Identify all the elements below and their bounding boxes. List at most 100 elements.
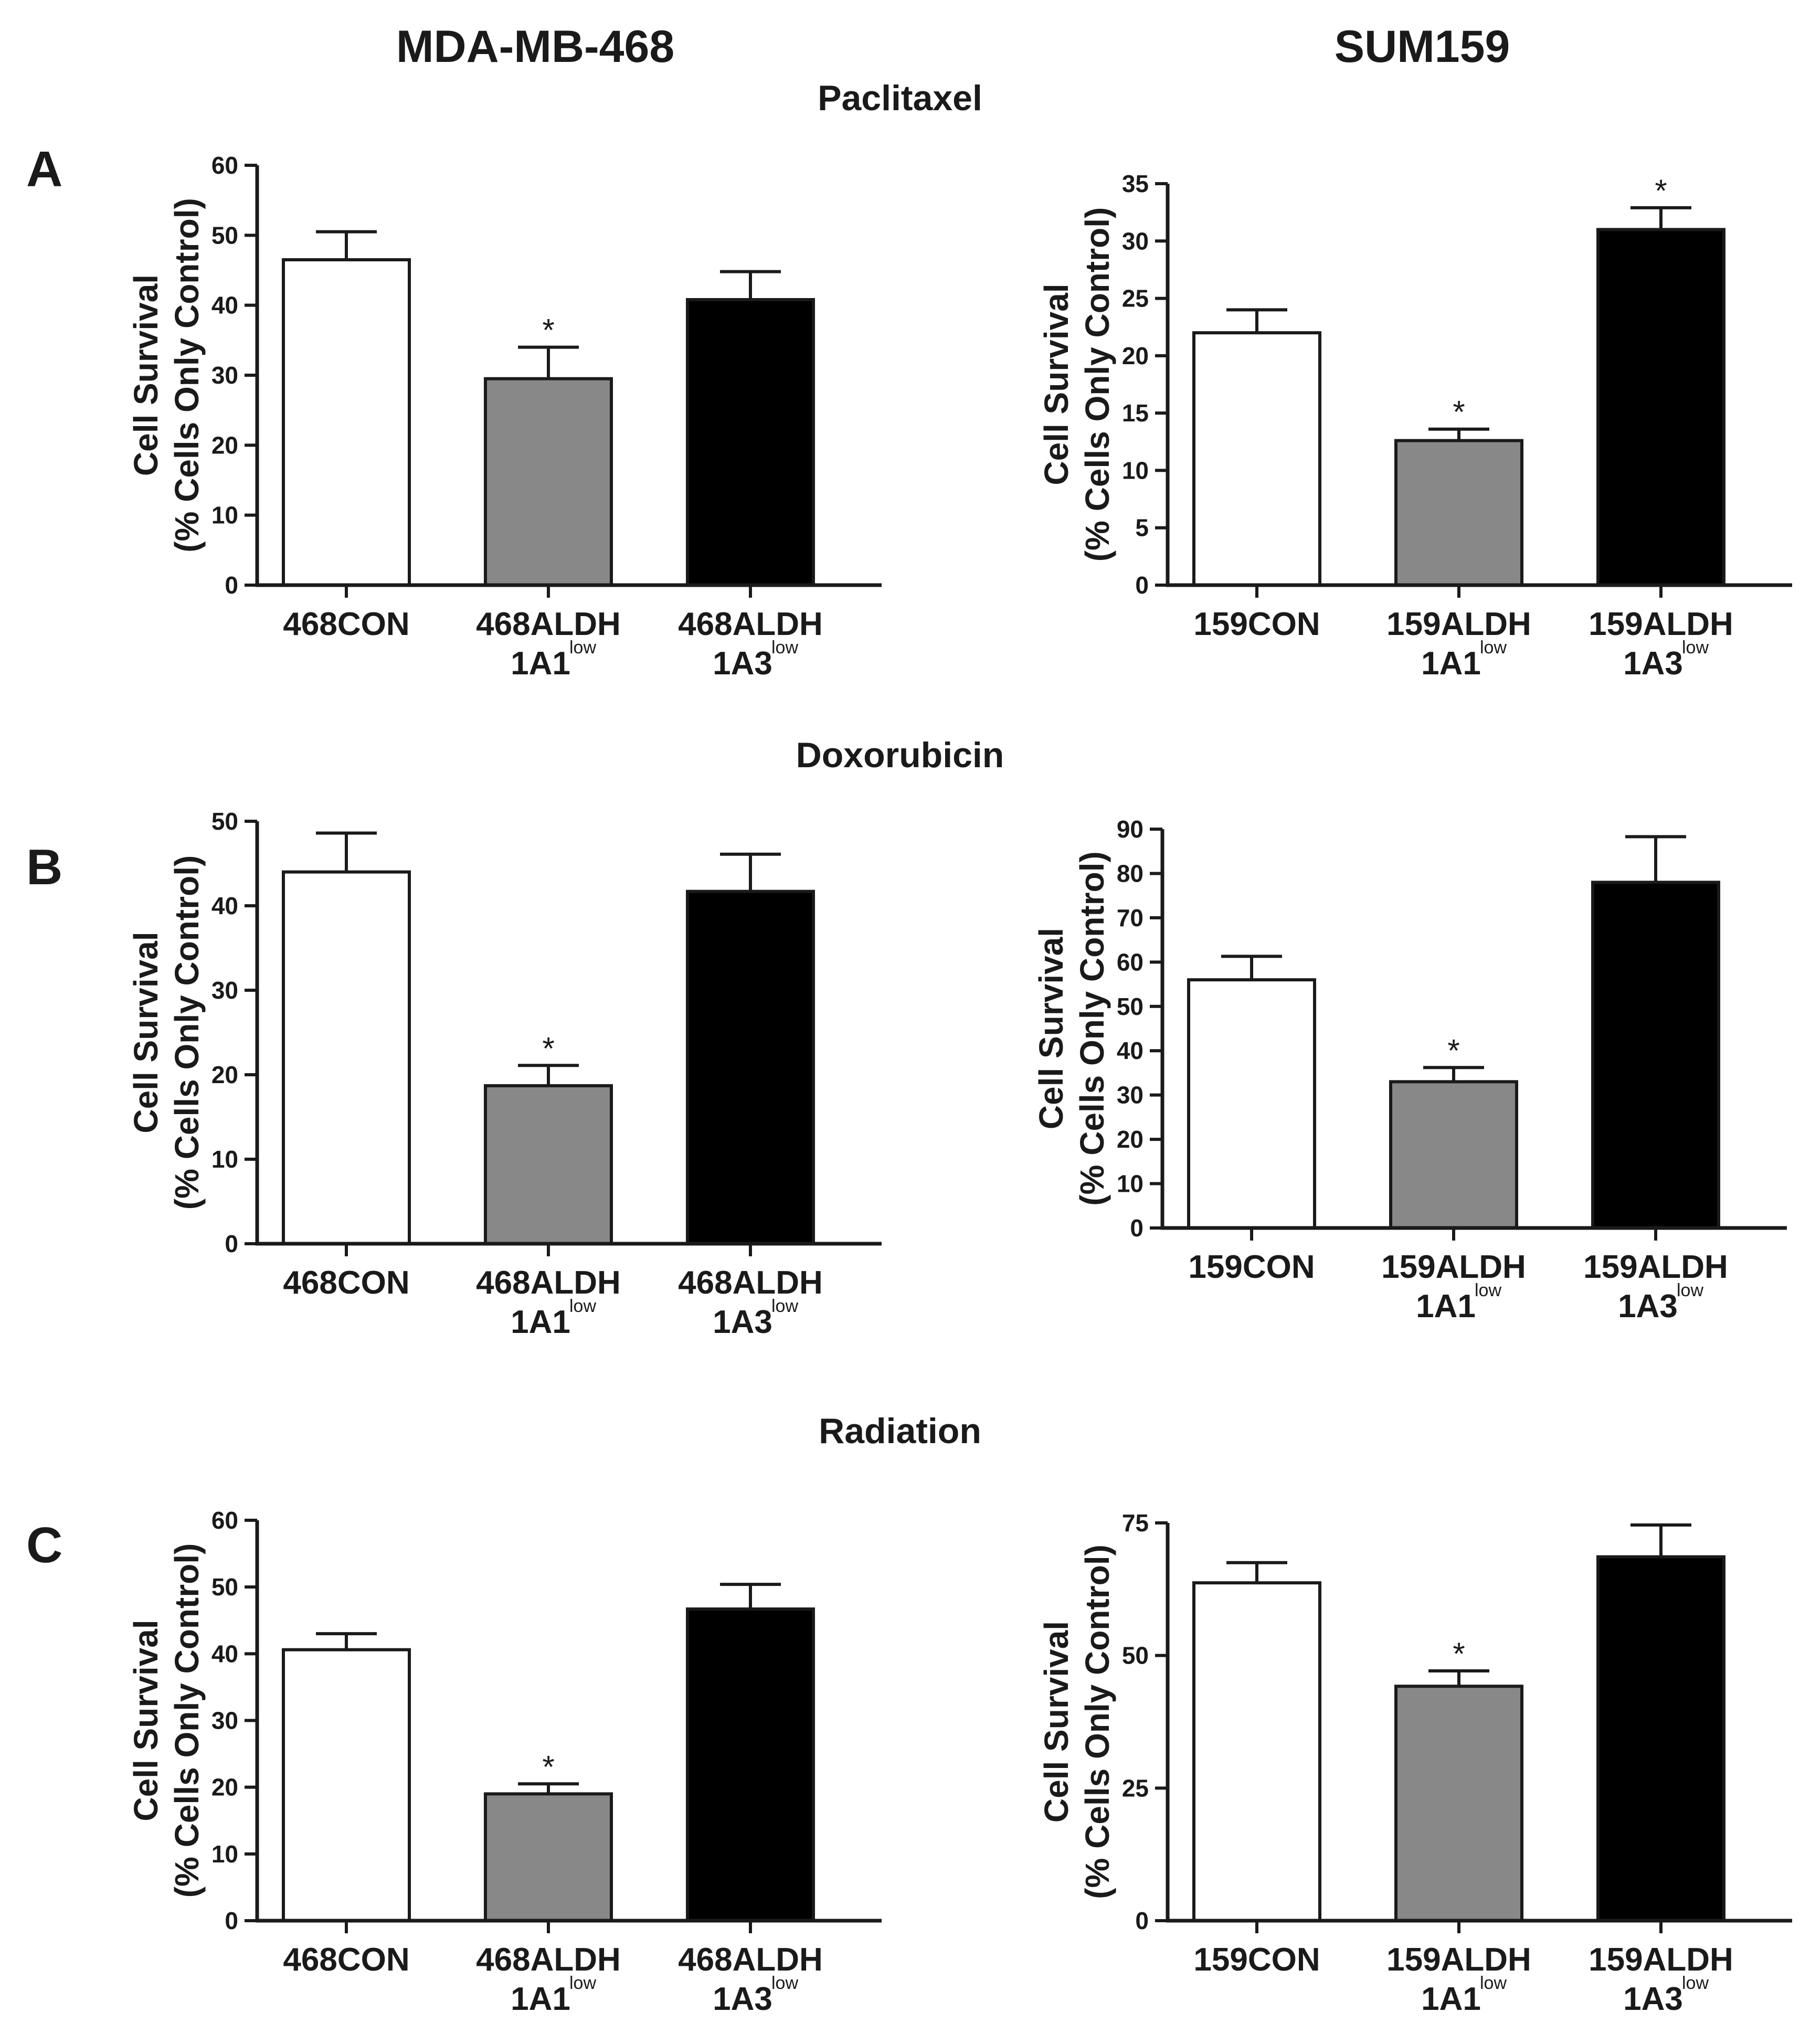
- x-tick-superscript: low: [569, 1973, 596, 1993]
- y-axis-label-line: (% Cells Only Control): [168, 1543, 206, 1898]
- bar: [1596, 1555, 1725, 1922]
- x-tick-superscript: low: [1475, 1280, 1501, 1300]
- x-tick-superscript: low: [771, 1973, 798, 1993]
- x-tick-label: 159CON: [1188, 1249, 1315, 1285]
- y-tick-label: 10: [211, 1840, 238, 1868]
- significance-marker: *: [542, 313, 554, 348]
- x-tick-label: 159ALDH: [1381, 1249, 1526, 1285]
- bar: [1192, 331, 1321, 587]
- y-tick-label: 60: [211, 152, 238, 179]
- x-tick-sublabel: 1A1: [1416, 1288, 1476, 1325]
- bar: [484, 377, 613, 587]
- y-axis-label-line: Cell Survival: [1037, 283, 1075, 485]
- y-tick-label: 20: [1117, 1126, 1143, 1153]
- panel-letter-c: C: [26, 1517, 63, 1573]
- x-tick-superscript: low: [1480, 638, 1507, 658]
- x-tick-label: 468CON: [283, 1942, 409, 1978]
- x-tick-label: 468ALDH: [678, 1265, 823, 1301]
- significance-marker: *: [1447, 1033, 1459, 1068]
- x-tick-label: 468CON: [283, 606, 409, 642]
- x-tick-label: 468ALDH: [678, 606, 823, 642]
- x-tick-label: 159ALDH: [1583, 1249, 1728, 1285]
- y-tick-label: 40: [1117, 1037, 1143, 1064]
- y-tick-label: 10: [1122, 457, 1149, 484]
- y-tick-label: 0: [225, 1230, 238, 1257]
- bar: [282, 1648, 411, 1923]
- y-axis-label-line: (% Cells Only Control): [1078, 207, 1116, 562]
- bar: [686, 889, 815, 1245]
- bar: [1591, 881, 1720, 1230]
- significance-marker: *: [1453, 395, 1465, 430]
- bar: [484, 1792, 613, 1922]
- x-tick-sublabel: 1A3: [713, 645, 772, 682]
- row-title-paclitaxel: Paclitaxel: [818, 78, 982, 118]
- y-tick-label: 10: [1117, 1170, 1143, 1198]
- y-tick-label: 0: [1130, 1214, 1143, 1242]
- y-tick-label: 5: [1135, 514, 1149, 542]
- bar: [1394, 439, 1523, 587]
- significance-marker: *: [542, 1031, 554, 1066]
- y-tick-label: 60: [211, 1507, 238, 1534]
- x-tick-label: 159ALDH: [1386, 606, 1531, 642]
- y-tick-label: 30: [1117, 1082, 1143, 1109]
- y-tick-label: 30: [211, 977, 238, 1004]
- y-tick-label: 75: [1122, 1509, 1149, 1537]
- y-axis-label: Cell Survival(% Cells Only Control): [1032, 851, 1111, 1206]
- x-tick-label: 468CON: [283, 1265, 409, 1301]
- y-tick-label: 20: [211, 1061, 238, 1088]
- y-axis-label: Cell Survival(% Cells Only Control): [127, 1543, 206, 1898]
- y-tick-label: 50: [1122, 1642, 1149, 1669]
- y-axis-label: Cell Survival(% Cells Only Control): [127, 198, 206, 553]
- y-axis-label-line: (% Cells Only Control): [1073, 851, 1111, 1206]
- y-tick-label: 10: [211, 502, 238, 529]
- y-tick-label: 40: [211, 1640, 238, 1667]
- x-tick-superscript: low: [569, 1296, 596, 1316]
- y-axis-label-line: Cell Survival: [127, 1619, 165, 1821]
- y-tick-label: 30: [211, 362, 238, 389]
- y-tick-label: 50: [211, 1573, 238, 1601]
- panel-letter-a: A: [26, 141, 63, 197]
- x-tick-label: 159CON: [1193, 1942, 1320, 1978]
- x-tick-superscript: low: [1682, 1973, 1709, 1993]
- x-tick-sublabel: 1A1: [1421, 645, 1481, 682]
- bar: [686, 1607, 815, 1922]
- y-axis-label: Cell Survival(% Cells Only Control): [1037, 1544, 1116, 1899]
- y-tick-label: 20: [211, 1774, 238, 1801]
- y-tick-label: 25: [1122, 1774, 1149, 1802]
- x-tick-label: 468ALDH: [476, 1265, 621, 1301]
- x-tick-sublabel: 1A3: [713, 1981, 772, 2017]
- y-tick-label: 0: [1135, 1907, 1149, 1934]
- y-tick-label: 60: [1117, 948, 1143, 976]
- bar: [1389, 1080, 1518, 1230]
- bar: [1187, 978, 1316, 1230]
- y-tick-label: 10: [211, 1146, 238, 1173]
- x-tick-label: 159ALDH: [1589, 606, 1733, 642]
- bar: [484, 1084, 613, 1245]
- bar: [282, 870, 411, 1245]
- y-axis-label-line: (% Cells Only Control): [168, 855, 206, 1210]
- y-tick-label: 50: [1117, 993, 1143, 1020]
- x-tick-superscript: low: [771, 1296, 798, 1316]
- y-tick-label: 0: [225, 571, 238, 599]
- significance-marker: *: [542, 1749, 554, 1784]
- y-axis-label: Cell Survival(% Cells Only Control): [127, 855, 206, 1210]
- x-tick-sublabel: 1A1: [511, 645, 570, 682]
- y-tick-label: 15: [1122, 399, 1149, 427]
- x-tick-superscript: low: [771, 638, 798, 658]
- bar: [282, 258, 411, 587]
- significance-marker: *: [1453, 1636, 1465, 1671]
- y-tick-label: 50: [211, 808, 238, 835]
- y-tick-label: 90: [1117, 816, 1143, 843]
- y-tick-label: 0: [1135, 571, 1149, 599]
- x-tick-sublabel: 1A3: [713, 1304, 772, 1340]
- x-tick-label: 468ALDH: [476, 606, 621, 642]
- y-tick-label: 50: [211, 221, 238, 249]
- y-tick-label: 20: [1122, 342, 1149, 369]
- y-axis-label-line: Cell Survival: [127, 274, 165, 476]
- x-tick-label: 159CON: [1193, 606, 1320, 642]
